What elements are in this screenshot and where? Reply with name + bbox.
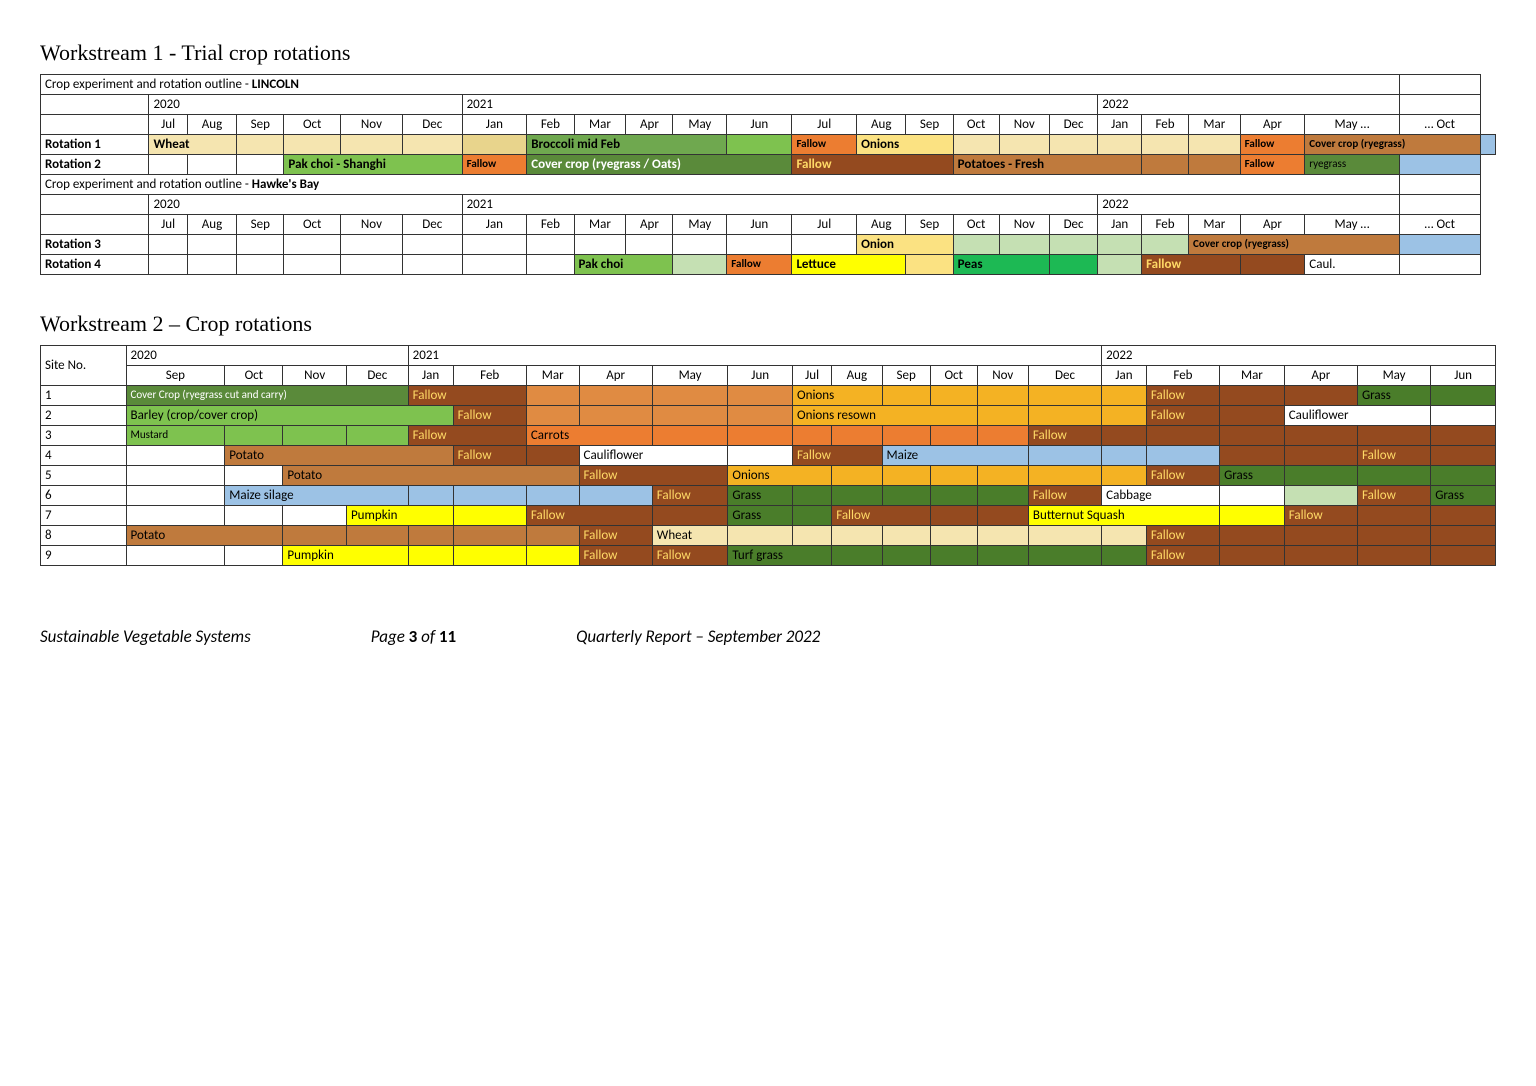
month-Dec: Dec — [1049, 115, 1097, 135]
month-Oct: Oct — [953, 215, 999, 235]
site-5: 5 — [41, 466, 127, 486]
month-Oct: Oct — [953, 115, 999, 135]
lincoln-bold: LINCOLN — [252, 77, 299, 92]
ws2-month-Feb: Feb — [1146, 366, 1219, 386]
ws2-month-Oct: Oct — [225, 366, 283, 386]
month-… Oct: … Oct — [1399, 215, 1480, 235]
month-Apr: Apr — [1240, 115, 1305, 135]
site-6: 6 — [41, 486, 127, 506]
site-8: 8 — [41, 526, 127, 546]
ws2-month-Jul: Jul — [793, 366, 832, 386]
ws2-title: Workstream 2 – Crop rotations — [40, 311, 1496, 337]
month-Jul: Jul — [149, 215, 187, 235]
month-May …: May … — [1305, 215, 1399, 235]
month-Sep: Sep — [237, 115, 284, 135]
ws2-month-Apr: Apr — [579, 366, 652, 386]
r2-label: Rotation 2 — [41, 155, 149, 175]
month-Dec: Dec — [1049, 215, 1097, 235]
ws2-gantt: Site No. 2020 2021 2022 SepOctNovDecJanF… — [40, 345, 1496, 566]
ws1-title: Workstream 1 - Trial crop rotations — [40, 40, 1496, 66]
month-Dec: Dec — [402, 215, 462, 235]
ws2-month-May: May — [652, 366, 728, 386]
month-Apr: Apr — [1240, 215, 1305, 235]
ws2-month-Jan: Jan — [1102, 366, 1147, 386]
month-Feb: Feb — [1142, 215, 1189, 235]
r4-label: Rotation 4 — [41, 255, 149, 275]
footer-left: Sustainable Vegetable Systems — [40, 626, 251, 647]
month-Mar: Mar — [574, 115, 626, 135]
month-Aug: Aug — [187, 115, 236, 135]
footer-right: Quarterly Report – September 2022 — [576, 626, 820, 647]
month-Jul: Jul — [792, 215, 857, 235]
month-Jul: Jul — [149, 115, 187, 135]
yr2020: 2020 — [149, 95, 462, 115]
ws2-month-Aug: Aug — [832, 366, 882, 386]
month-Sep: Sep — [237, 215, 284, 235]
ws2-month-Dec: Dec — [1028, 366, 1101, 386]
month-Jan: Jan — [1098, 115, 1142, 135]
footer-mid: Page 3 of 11 — [371, 626, 456, 647]
month-Sep: Sep — [906, 115, 953, 135]
month-Jan: Jan — [1098, 215, 1142, 235]
ws2-month-Nov: Nov — [283, 366, 347, 386]
footer: Sustainable Vegetable Systems Page 3 of … — [40, 626, 1496, 647]
month-Oct: Oct — [284, 115, 341, 135]
month-Nov: Nov — [340, 215, 402, 235]
month-May: May — [673, 215, 727, 235]
site-2: 2 — [41, 406, 127, 426]
ws2-month-Oct: Oct — [930, 366, 977, 386]
month-May: May — [673, 115, 727, 135]
month-Nov: Nov — [999, 115, 1049, 135]
month-Mar: Mar — [574, 215, 626, 235]
ws2-month-Jun: Jun — [1431, 366, 1496, 386]
lincoln-header: Crop experiment and rotation outline - L… — [41, 75, 1400, 95]
ws2-month-Apr: Apr — [1284, 366, 1357, 386]
month-Jan: Jan — [462, 215, 527, 235]
ws2-month-Sep: Sep — [882, 366, 930, 386]
site-no-label: Site No. — [41, 346, 127, 386]
hawkes-bold: Hawke's Bay — [252, 177, 319, 192]
ws2-month-Dec: Dec — [346, 366, 408, 386]
ws2-month-Mar: Mar — [526, 366, 579, 386]
month-Jul: Jul — [792, 115, 857, 135]
month-Aug: Aug — [857, 115, 906, 135]
ws2-month-Sep: Sep — [126, 366, 225, 386]
month-Mar: Mar — [1189, 215, 1241, 235]
ws2-month-Mar: Mar — [1220, 366, 1285, 386]
month-Oct: Oct — [284, 215, 341, 235]
month-Aug: Aug — [857, 215, 906, 235]
month-Sep: Sep — [906, 215, 953, 235]
month-Feb: Feb — [527, 115, 574, 135]
ws1-gantt: Crop experiment and rotation outline - L… — [40, 74, 1496, 275]
ws2-month-May: May — [1357, 366, 1430, 386]
month-Mar: Mar — [1189, 115, 1241, 135]
month-Apr: Apr — [626, 215, 673, 235]
site-4: 4 — [41, 446, 127, 466]
r3-label: Rotation 3 — [41, 235, 149, 255]
month-Feb: Feb — [527, 215, 574, 235]
yr2021: 2021 — [462, 95, 1098, 115]
month-Jun: Jun — [727, 215, 792, 235]
month-May …: May … — [1305, 115, 1399, 135]
month-Aug: Aug — [187, 215, 236, 235]
month-Jan: Jan — [462, 115, 527, 135]
month-Dec: Dec — [402, 115, 462, 135]
site-9: 9 — [41, 546, 127, 566]
month-Nov: Nov — [999, 215, 1049, 235]
ws2-month-Feb: Feb — [453, 366, 526, 386]
r1-label: Rotation 1 — [41, 135, 149, 155]
site-1: 1 — [41, 386, 127, 406]
ws2-month-Nov: Nov — [977, 366, 1028, 386]
month-… Oct: … Oct — [1399, 115, 1480, 135]
ws2-month-Jan: Jan — [408, 366, 453, 386]
ws2-month-Jun: Jun — [728, 366, 793, 386]
hawkes-header: Crop experiment and rotation outline - H… — [41, 175, 1400, 195]
month-Jun: Jun — [727, 115, 792, 135]
month-Feb: Feb — [1142, 115, 1189, 135]
site-7: 7 — [41, 506, 127, 526]
month-Apr: Apr — [626, 115, 673, 135]
site-3: 3 — [41, 426, 127, 446]
yr2022: 2022 — [1098, 95, 1399, 115]
month-Nov: Nov — [340, 115, 402, 135]
